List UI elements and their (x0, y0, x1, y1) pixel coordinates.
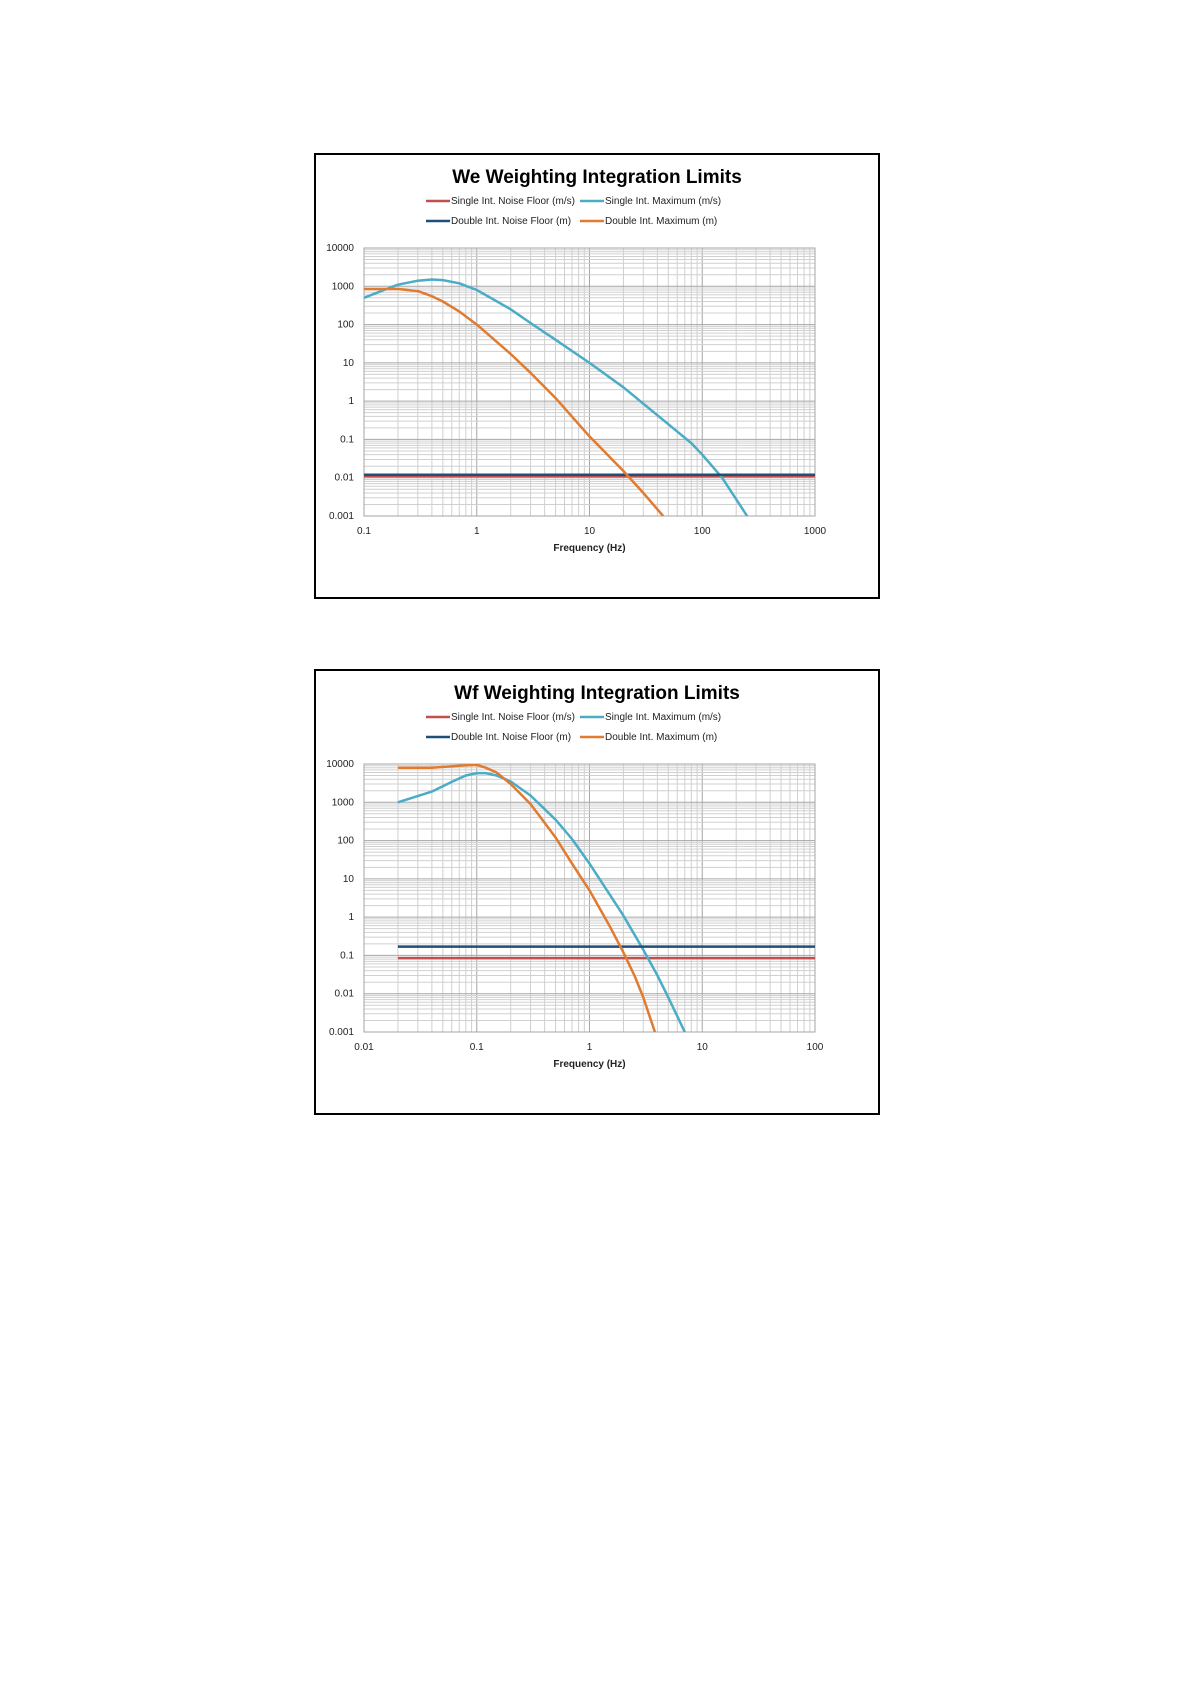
wf-y-tick-label: 1 (348, 912, 354, 923)
we-series-group (364, 278, 815, 516)
wf-y-tick-label: 10 (343, 874, 355, 885)
we-grid (363, 247, 816, 517)
we-y-tick-label: 10 (343, 358, 355, 369)
we-y-tick-label: 10000 (326, 243, 354, 254)
we-x-tick-label: 10 (584, 526, 596, 537)
wf-y-tick-label: 0.1 (340, 950, 354, 961)
we-x-axis-label: Frequency (Hz) (553, 543, 625, 554)
wf-x-tick-label: 10 (697, 1042, 709, 1053)
wf-legend-entry-double-int-noise-floor-m: Double Int. Noise Floor (m) (426, 732, 571, 743)
we-y-tick-label: 1000 (332, 281, 355, 292)
we-y-tick-label: 0.1 (340, 434, 354, 445)
we-legend-entry-double-int-maximum-m: Double Int. Maximum (m) (580, 216, 717, 227)
we-plot-border (363, 247, 816, 517)
we-legend-entry-single-int-noise-floor-m-s: Single Int. Noise Floor (m/s) (426, 196, 575, 207)
we-legend-label: Single Int. Maximum (m/s) (605, 196, 721, 207)
wf-x-tick-label: 100 (807, 1042, 824, 1053)
we-y-tick-label: 100 (337, 320, 354, 331)
wf-legend-label: Double Int. Maximum (m) (605, 732, 717, 743)
wf-legend-entry-single-int-maximum-m-s: Single Int. Maximum (m/s) (580, 712, 721, 723)
wf-series-double-int-maximum-m (397, 764, 657, 1032)
we-legend-label: Single Int. Noise Floor (m/s) (451, 196, 575, 207)
we-legend-label: Double Int. Maximum (m) (605, 216, 717, 227)
we-y-tick-label: 0.001 (329, 511, 354, 522)
we-x-tick-label: 100 (694, 526, 711, 537)
wf-legend-label: Double Int. Noise Floor (m) (451, 732, 571, 743)
we-legend-entry-double-int-noise-floor-m: Double Int. Noise Floor (m) (426, 216, 571, 227)
we-chart-svg: We Weighting Integration Limits Single In… (326, 167, 827, 554)
wf-y-tick-label: 1000 (332, 797, 355, 808)
wf-weighting-chart: Wf Weighting Integration Limits Single In… (314, 669, 880, 1115)
we-legend-entry-single-int-maximum-m-s: Single Int. Maximum (m/s) (580, 196, 721, 207)
wf-y-tick-label: 100 (337, 836, 354, 847)
wf-chart-title: Wf Weighting Integration Limits (454, 683, 740, 704)
wf-y-tick-label: 10000 (326, 759, 354, 770)
we-x-tick-label: 1 (474, 526, 480, 537)
we-chart-title: We Weighting Integration Limits (452, 167, 742, 188)
wf-legend-entry-double-int-maximum-m: Double Int. Maximum (m) (580, 732, 717, 743)
we-series-double-int-maximum-m (364, 287, 665, 516)
wf-x-tick-label: 1 (587, 1042, 593, 1053)
we-y-tick-label: 0.01 (335, 473, 355, 484)
wf-x-tick-label: 0.01 (354, 1042, 374, 1053)
wf-legend-label: Single Int. Maximum (m/s) (605, 712, 721, 723)
we-legend-label: Double Int. Noise Floor (m) (451, 216, 571, 227)
wf-chart-svg: Wf Weighting Integration Limits Single In… (326, 683, 824, 1070)
wf-y-tick-label: 0.001 (329, 1027, 354, 1038)
wf-series-single-int-maximum-m-s (397, 771, 686, 1032)
wf-legend-label: Single Int. Noise Floor (m/s) (451, 712, 575, 723)
wf-legend-entry-single-int-noise-floor-m-s: Single Int. Noise Floor (m/s) (426, 712, 575, 723)
wf-x-tick-label: 0.1 (470, 1042, 484, 1053)
we-x-tick-label: 1000 (804, 526, 827, 537)
we-series-single-int-maximum-m-s (364, 278, 749, 516)
wf-grid (363, 763, 816, 1033)
we-y-tick-label: 1 (348, 396, 354, 407)
wf-x-axis-label: Frequency (Hz) (553, 1059, 625, 1070)
wf-y-tick-label: 0.01 (335, 989, 355, 1000)
we-x-tick-label: 0.1 (357, 526, 371, 537)
wf-series-group (397, 764, 815, 1032)
wf-plot-border (363, 763, 816, 1033)
we-weighting-chart: We Weighting Integration Limits Single In… (314, 153, 880, 599)
